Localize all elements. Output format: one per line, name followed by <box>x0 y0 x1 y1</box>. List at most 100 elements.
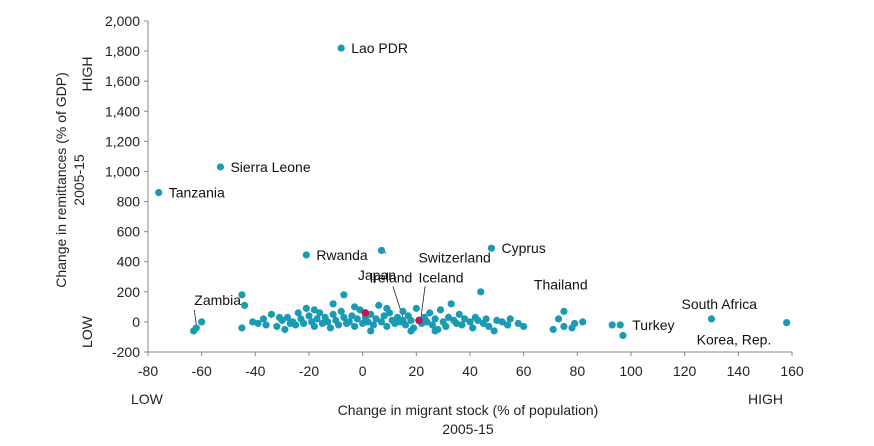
y-tick-label: 1,600 <box>105 73 140 89</box>
data-point <box>444 313 453 321</box>
data-point <box>554 315 563 323</box>
data-point <box>426 309 434 317</box>
point-label: Iceland <box>418 269 463 285</box>
y-tick-label: 2,000 <box>105 13 140 29</box>
data-point <box>490 327 498 335</box>
x-tick-label: -80 <box>138 363 158 379</box>
data-point <box>514 319 522 328</box>
data-point <box>238 291 246 299</box>
y-tick-label: 200 <box>117 284 141 300</box>
data-point <box>579 318 587 326</box>
data-point <box>520 322 528 331</box>
data-point <box>477 288 485 296</box>
data-points <box>155 44 791 340</box>
labeled-point <box>399 316 407 325</box>
point-label: Zambia <box>194 292 241 308</box>
data-point <box>337 307 345 315</box>
data-point <box>375 301 383 309</box>
y-tick-label: 400 <box>117 254 141 270</box>
data-point <box>455 310 463 318</box>
data-point <box>348 312 356 320</box>
point-label: Japan <box>358 267 396 283</box>
x-tick-label: 0 <box>359 363 367 379</box>
point-label: Sierra Leone <box>230 159 310 175</box>
label-leader-line <box>193 309 197 325</box>
data-point <box>302 304 310 312</box>
labeled-point <box>377 246 386 255</box>
point-label: Lao PDR <box>351 40 408 56</box>
y-tick-label: 1,200 <box>105 133 140 149</box>
x-tick-label: 140 <box>727 363 751 379</box>
data-point <box>466 318 474 326</box>
highlight-point <box>415 316 423 325</box>
data-point <box>407 316 415 325</box>
label-leader-line <box>420 286 426 318</box>
data-point <box>310 322 318 331</box>
x-tick-label: -20 <box>299 363 319 379</box>
data-point <box>428 321 437 329</box>
y-tick-labels: -200 0 200 400 600 800 1,000 1,200 1,400 1,600 1,8… <box>105 13 140 360</box>
labeled-point <box>487 244 496 252</box>
labeled-point <box>155 188 163 197</box>
data-point <box>281 325 289 334</box>
data-point <box>503 321 512 329</box>
data-point <box>238 324 246 332</box>
data-point <box>485 322 493 331</box>
y-tick-label: -200 <box>112 344 140 360</box>
data-point <box>571 319 579 328</box>
data-point <box>351 322 359 331</box>
data-point <box>353 315 361 323</box>
y-tick-label: 0 <box>132 314 140 330</box>
y-tick-label: 800 <box>117 194 141 210</box>
data-point <box>549 325 557 334</box>
data-point <box>458 321 466 329</box>
point-label: Rwanda <box>316 247 368 263</box>
y-tick-label: 600 <box>117 224 141 240</box>
x-tick-label: 100 <box>619 363 643 379</box>
data-point <box>367 327 375 335</box>
data-point <box>294 309 302 317</box>
y-axis-title: Change in remittances (% of GDP) <box>53 72 69 288</box>
data-point <box>275 313 284 321</box>
axes <box>144 20 793 356</box>
x-tick-label: 80 <box>570 363 586 379</box>
data-point <box>273 322 281 331</box>
data-point <box>254 319 262 328</box>
highlight-points <box>361 309 423 325</box>
data-point <box>412 304 420 312</box>
data-point <box>340 313 348 321</box>
data-point <box>431 327 439 335</box>
data-point <box>267 310 276 318</box>
labeled-point <box>783 319 791 327</box>
data-point <box>198 318 206 326</box>
point-label: Turkey <box>632 317 674 333</box>
data-point <box>259 315 267 323</box>
data-point <box>399 307 407 315</box>
data-point <box>364 318 372 326</box>
data-point <box>619 331 627 340</box>
data-point <box>442 322 450 331</box>
x-tick-label: -60 <box>192 363 212 379</box>
y-tick-label: 1,000 <box>105 163 140 179</box>
data-point <box>283 313 292 321</box>
x-tick-labels: -80 -60 -40 -20 0 20 40 60 80 100 120 140 160 <box>138 363 804 379</box>
data-point <box>482 315 490 323</box>
data-point <box>407 327 415 335</box>
data-point <box>369 321 377 329</box>
data-point <box>310 306 318 314</box>
point-label: Tanzania <box>169 185 225 201</box>
data-point <box>351 303 359 311</box>
data-point <box>383 322 391 331</box>
y-axis-high-label: HIGH <box>79 57 95 92</box>
data-point <box>334 321 343 329</box>
data-point <box>372 315 380 323</box>
data-point <box>377 318 386 326</box>
data-point <box>447 300 455 308</box>
data-point <box>329 300 337 308</box>
x-axis-low-label: LOW <box>131 391 164 407</box>
data-point <box>436 306 445 314</box>
data-point <box>498 318 506 326</box>
point-label: South Africa <box>682 296 758 312</box>
data-point <box>345 318 353 326</box>
